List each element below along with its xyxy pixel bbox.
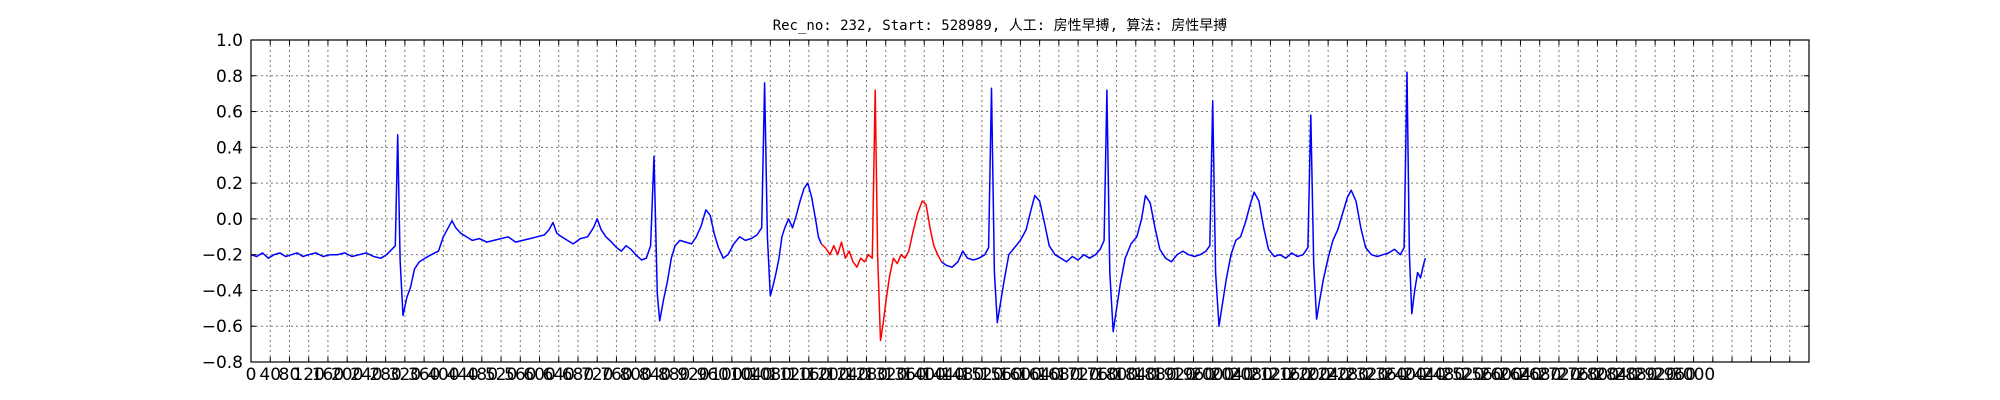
y-tick-label: −0.4 [202, 281, 243, 301]
y-tick-label: 0.2 [216, 174, 243, 194]
x-tick-label: 1120 [768, 365, 811, 385]
ecg-segment-3 [941, 71, 1427, 333]
x-tick-label: 2000 [1191, 365, 1234, 385]
x-tick-label: 2040 [1210, 365, 1253, 385]
x-tick-label: 2960 [1653, 365, 1696, 385]
x-tick-label: 840 [639, 365, 671, 385]
x-tick-label: 2320 [1345, 365, 1388, 385]
x-tick-label: 360 [408, 365, 440, 385]
x-tick-label: 920 [677, 365, 709, 385]
x-tick-label: 560 [504, 365, 536, 385]
y-tick-label: 1.0 [216, 31, 243, 51]
x-tick-label: 160 [312, 365, 344, 385]
x-tick-label: 1760 [1076, 365, 1119, 385]
x-tick-label: 520 [485, 365, 517, 385]
x-tick-label: 2120 [1249, 365, 1292, 385]
y-tick-label: 0.4 [216, 138, 243, 158]
x-tick-label: 800 [619, 365, 651, 385]
x-tick-label: 1880 [1133, 365, 1176, 385]
x-tick-label: 2240 [1307, 365, 1350, 385]
x-tick-label: 1040 [729, 365, 772, 385]
x-tick-label: 2440 [1403, 365, 1446, 385]
x-tick-label: 2600 [1480, 365, 1523, 385]
y-axis-tick-labels: −0.8 −0.6 −0.4 −0.2 0.0 0.2 0.4 0.6 0.8 1.0 [202, 31, 243, 373]
x-tick-label: 2200 [1287, 365, 1330, 385]
x-tick-label: 2720 [1537, 365, 1580, 385]
x-tick-label: 240 [350, 365, 382, 385]
x-tick-label: 0 [246, 365, 257, 385]
x-tick-label: 1560 [980, 365, 1023, 385]
x-tick-label: 1000 [710, 365, 753, 385]
x-tick-label: 2080 [1230, 365, 1273, 385]
y-tick-label: −0.8 [202, 353, 243, 373]
x-tick-label: 1080 [749, 365, 792, 385]
grid [251, 40, 1809, 362]
x-tick-label: 1480 [941, 365, 984, 385]
x-tick-label: 1440 [922, 365, 965, 385]
x-tick-label: 1720 [1056, 365, 1099, 385]
x-tick-label: 600 [523, 365, 555, 385]
ecg-segment-1 [250, 82, 822, 322]
x-tick-label: 320 [389, 365, 421, 385]
y-tick-label: 0.0 [216, 210, 243, 230]
x-tick-label: 2640 [1499, 365, 1542, 385]
x-tick-label: 80 [279, 365, 301, 385]
x-tick-label: 960 [696, 365, 728, 385]
chart-title: Rec_no: 232, Start: 528989, 人工: 房性早搏, 算法… [773, 17, 1228, 34]
x-tick-label: 480 [466, 365, 498, 385]
x-tick-label: 280 [369, 365, 401, 385]
x-tick-label: 1960 [1172, 365, 1215, 385]
plot-frame [250, 39, 1810, 363]
y-tick-label: 0.6 [216, 103, 243, 123]
x-tick-label: 2840 [1595, 365, 1638, 385]
x-tick-label: 2920 [1633, 365, 1676, 385]
x-tick-label: 760 [600, 365, 632, 385]
x-tick-label: 720 [581, 365, 613, 385]
x-tick-label: 640 [543, 365, 575, 385]
axis-ticks [250, 39, 1810, 363]
x-tick-label: 1680 [1037, 365, 1080, 385]
x-tick-label: 3000 [1672, 365, 1715, 385]
ecg-series [250, 71, 1427, 342]
x-tick-label: 120 [292, 365, 324, 385]
x-tick-label: 1640 [1018, 365, 1061, 385]
x-tick-label: 2480 [1422, 365, 1465, 385]
x-tick-label: 2400 [1383, 365, 1426, 385]
x-tick-label: 880 [658, 365, 690, 385]
x-tick-label: 2680 [1518, 365, 1561, 385]
x-tick-label: 1400 [903, 365, 946, 385]
x-tick-label: 1320 [864, 365, 907, 385]
x-tick-label: 1160 [787, 365, 830, 385]
y-tick-label: −0.2 [202, 246, 243, 266]
x-tick-label: 680 [562, 365, 594, 385]
x-tick-label: 2800 [1576, 365, 1619, 385]
x-tick-label: 2360 [1364, 365, 1407, 385]
x-axis-tick-labels: 0 408012016020024028032036040044048052056… [246, 365, 1716, 385]
x-tick-label: 200 [331, 365, 363, 385]
x-tick-label: 1520 [960, 365, 1003, 385]
x-tick-label: 2520 [1441, 365, 1484, 385]
y-tick-label: −0.6 [202, 317, 243, 337]
x-tick-label: 1360 [883, 365, 926, 385]
x-tick-label: 1240 [826, 365, 869, 385]
x-tick-label: 1600 [999, 365, 1042, 385]
x-tick-label: 1800 [1095, 365, 1138, 385]
x-tick-label: 2560 [1460, 365, 1503, 385]
x-tick-label: 2160 [1268, 365, 1311, 385]
x-tick-label: 1280 [845, 365, 888, 385]
x-tick-label: 1200 [806, 365, 849, 385]
y-tick-label: 0.8 [216, 67, 243, 87]
x-tick-label: 1840 [1114, 365, 1157, 385]
x-tick-label: 2760 [1557, 365, 1600, 385]
x-tick-label: 2280 [1326, 365, 1369, 385]
x-tick-label: 2880 [1614, 365, 1657, 385]
x-tick-label: 440 [446, 365, 478, 385]
x-tick-label: 1920 [1153, 365, 1196, 385]
x-tick-label: 40 [259, 365, 281, 385]
ecg-segment-2 [820, 89, 943, 342]
x-tick-label: 400 [427, 365, 459, 385]
